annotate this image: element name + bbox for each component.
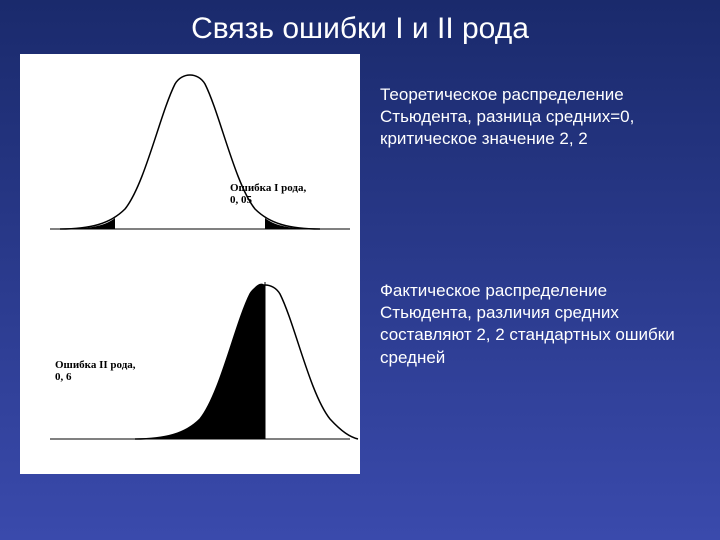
label-type2-value: 0, 6 <box>55 371 72 383</box>
label-type2-title: Ошибка II рода, <box>55 359 136 371</box>
descriptions-column: Теоретическое распределение Стьюдента, р… <box>380 54 700 474</box>
type2-fill <box>135 284 265 439</box>
chart-svg-top <box>20 54 360 264</box>
chart-type1-error: Ошибка I рода, 0, 05 <box>20 54 360 264</box>
desc-top: Теоретическое распределение Стьюдента, р… <box>380 84 700 150</box>
charts-column: Ошибка I рода, 0, 05 Ошибка II рода, 0, … <box>20 54 360 474</box>
label-type1-value: 0, 05 <box>230 194 252 206</box>
chart-type2-error: Ошибка II рода, 0, 6 <box>20 264 360 474</box>
label-type1: Ошибка I рода, 0, 05 <box>230 182 306 206</box>
label-type1-title: Ошибка I рода, <box>230 182 306 194</box>
content-row: Ошибка I рода, 0, 05 Ошибка II рода, 0, … <box>0 54 720 474</box>
desc-bottom: Фактическое распределение Стьюдента, раз… <box>380 280 700 368</box>
label-type2: Ошибка II рода, 0, 6 <box>55 359 136 383</box>
slide-title: Связь ошибки I и II рода <box>0 0 720 54</box>
